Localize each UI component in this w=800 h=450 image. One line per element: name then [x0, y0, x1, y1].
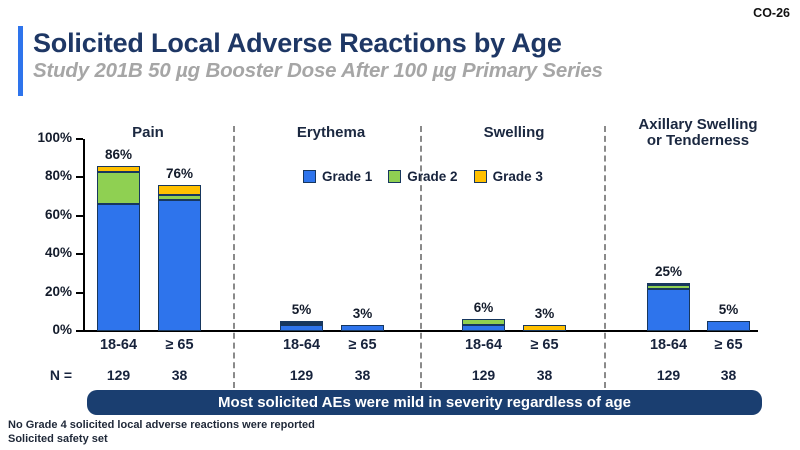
bar-segment-grade3 [523, 325, 566, 331]
age-group-label: 18-64 [282, 337, 321, 353]
legend-label: Grade 2 [407, 169, 458, 184]
bar-segment-grade1 [462, 325, 505, 331]
bar-segment-grade1 [97, 204, 140, 331]
group-header: Pain [132, 124, 164, 141]
bar-segment-grade1 [158, 200, 201, 331]
y-tick-mark [76, 330, 83, 332]
bar-segment-grade3 [647, 283, 690, 285]
footnote-line: No Grade 4 solicited local adverse react… [8, 419, 315, 431]
age-group-label: ≥ 65 [530, 337, 559, 353]
bar-segment-grade1 [647, 288, 690, 331]
bar-total-label: 25% [654, 264, 683, 279]
y-axis-line [83, 139, 85, 331]
y-tick-mark [76, 291, 83, 294]
footnotes: No Grade 4 solicited local adverse react… [8, 418, 315, 446]
group-divider-line [604, 126, 606, 388]
page-title: Solicited Local Adverse Reactions by Age [33, 28, 562, 58]
y-tick-mark [76, 214, 83, 217]
n-value: 129 [471, 367, 496, 383]
age-group-label: 18-64 [99, 337, 138, 353]
age-group-label: 18-64 [464, 337, 503, 353]
y-tick-mark [76, 253, 83, 256]
y-tick-label: 0% [52, 322, 72, 337]
n-prefix-label: N = [49, 367, 72, 383]
bar-segment-grade2 [158, 194, 201, 201]
y-tick-mark [76, 138, 83, 140]
page-subtitle: Study 201B 50 µg Booster Dose After 100 … [33, 59, 603, 82]
bar-segment-grade1 [341, 325, 384, 331]
bar-segment-grade1 [707, 321, 750, 331]
group-divider-line [420, 126, 422, 388]
bar-total-label: 3% [352, 306, 373, 322]
bar-segment-grade3 [158, 185, 201, 195]
bar-segment-grade1 [280, 325, 323, 331]
bar-segment-grade2 [280, 323, 323, 326]
y-tick-label: 100% [37, 130, 72, 145]
y-tick-label: 60% [44, 206, 72, 222]
n-value: 129 [106, 367, 131, 383]
bar-total-label: 86% [104, 146, 133, 162]
legend-label: Grade 1 [322, 169, 373, 184]
n-value: 38 [536, 367, 553, 383]
bar-segment-grade3 [280, 321, 323, 324]
bar-segment-grade2 [462, 319, 505, 326]
bar-segment-grade2 [647, 284, 690, 289]
key-message-banner: Most solicited AEs were mild in severity… [87, 390, 762, 415]
n-value: 38 [720, 367, 737, 383]
bar-total-label: 76% [165, 166, 194, 182]
bar-total-label: 6% [473, 300, 494, 316]
age-group-label: ≥ 65 [714, 337, 743, 353]
legend-item-grade-1: Grade 1 [303, 169, 372, 184]
age-group-label: 18-64 [649, 337, 688, 353]
bar-segment-grade2 [97, 171, 140, 205]
bar-total-label: 3% [534, 306, 555, 322]
legend-item-grade-3: Grade 3 [473, 169, 543, 184]
group-header: Swelling [483, 124, 545, 141]
legend-label: Grade 3 [492, 169, 543, 184]
key-message-text: Most solicited AEs were mild in severity… [218, 394, 631, 411]
grade-3-swatch-icon [473, 170, 487, 183]
chart-legend: Grade 1 Grade 2 Grade 3 [303, 169, 543, 184]
bar-segment-grade3 [97, 165, 140, 172]
age-group-label: ≥ 65 [348, 337, 377, 353]
y-tick-mark [76, 176, 83, 179]
n-value: 129 [289, 367, 314, 383]
title-accent-bar [18, 26, 23, 96]
n-value: 38 [171, 367, 188, 383]
y-tick-label: 40% [44, 245, 72, 261]
group-divider-line [233, 126, 235, 388]
bar-total-label: 5% [291, 302, 312, 318]
grade-2-swatch-icon [388, 170, 402, 183]
n-value: 129 [656, 367, 681, 383]
y-tick-label: 80% [44, 168, 72, 184]
slide-code: CO-26 [753, 6, 790, 20]
grade-1-swatch-icon [303, 170, 316, 183]
footnote-line: Solicited safety set [8, 433, 108, 445]
bar-total-label: 5% [718, 302, 739, 318]
legend-item-grade-2: Grade 2 [388, 169, 458, 184]
y-tick-label: 20% [44, 283, 72, 299]
group-header: Axillary Swelling or Tenderness [638, 116, 758, 149]
group-header: Erythema [296, 124, 366, 141]
n-value: 38 [354, 367, 371, 383]
age-group-label: ≥ 65 [165, 337, 194, 353]
